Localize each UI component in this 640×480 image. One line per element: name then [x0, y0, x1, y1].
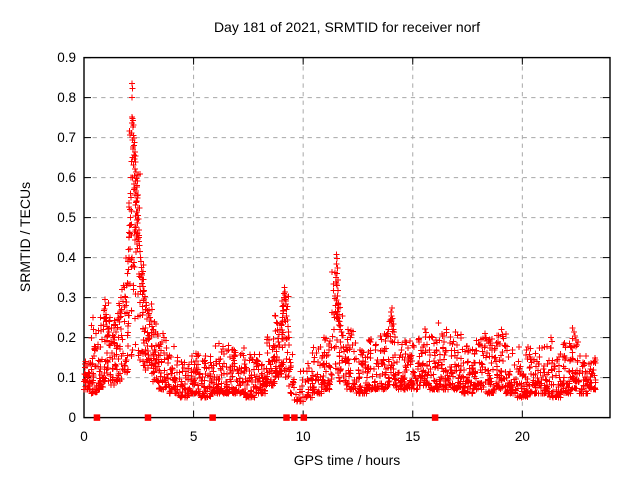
flag-square-marker — [300, 414, 308, 421]
data-points-plus-markers — [81, 80, 599, 405]
y-tick-label: 0.9 — [57, 50, 76, 65]
flag-square-marker — [291, 414, 298, 421]
y-tick-label: 0.5 — [57, 210, 76, 225]
flag-square-marker — [431, 414, 439, 421]
chart-title: Day 181 of 2021, SRMTID for receiver nor… — [213, 19, 481, 35]
y-tick-label: 0.2 — [57, 330, 76, 345]
y-tick-label: 0.3 — [57, 290, 76, 305]
x-tick-label: 15 — [405, 429, 420, 444]
flag-square-marker — [283, 414, 290, 421]
y-tick-label: 0 — [68, 410, 76, 425]
x-axis-label: GPS time / hours — [293, 452, 401, 468]
y-axis-label: SRMTID / TECUs — [17, 181, 33, 293]
y-tick-label: 0.8 — [57, 90, 76, 105]
y-tick-label: 0.7 — [57, 130, 76, 145]
y-tick-label: 0.1 — [57, 370, 76, 385]
x-tick-label: 20 — [515, 429, 530, 444]
flag-square-marker — [209, 414, 216, 421]
x-tick-label: 5 — [190, 429, 198, 444]
flag-square-marker — [93, 414, 101, 421]
flag-square-marker — [144, 414, 152, 421]
plot-border — [83, 56, 611, 419]
y-tick-label: 0.4 — [57, 250, 76, 265]
x-tick-label: 10 — [296, 429, 311, 444]
y-tick-label: 0.6 — [57, 170, 76, 185]
x-tick-label: 0 — [80, 429, 88, 444]
